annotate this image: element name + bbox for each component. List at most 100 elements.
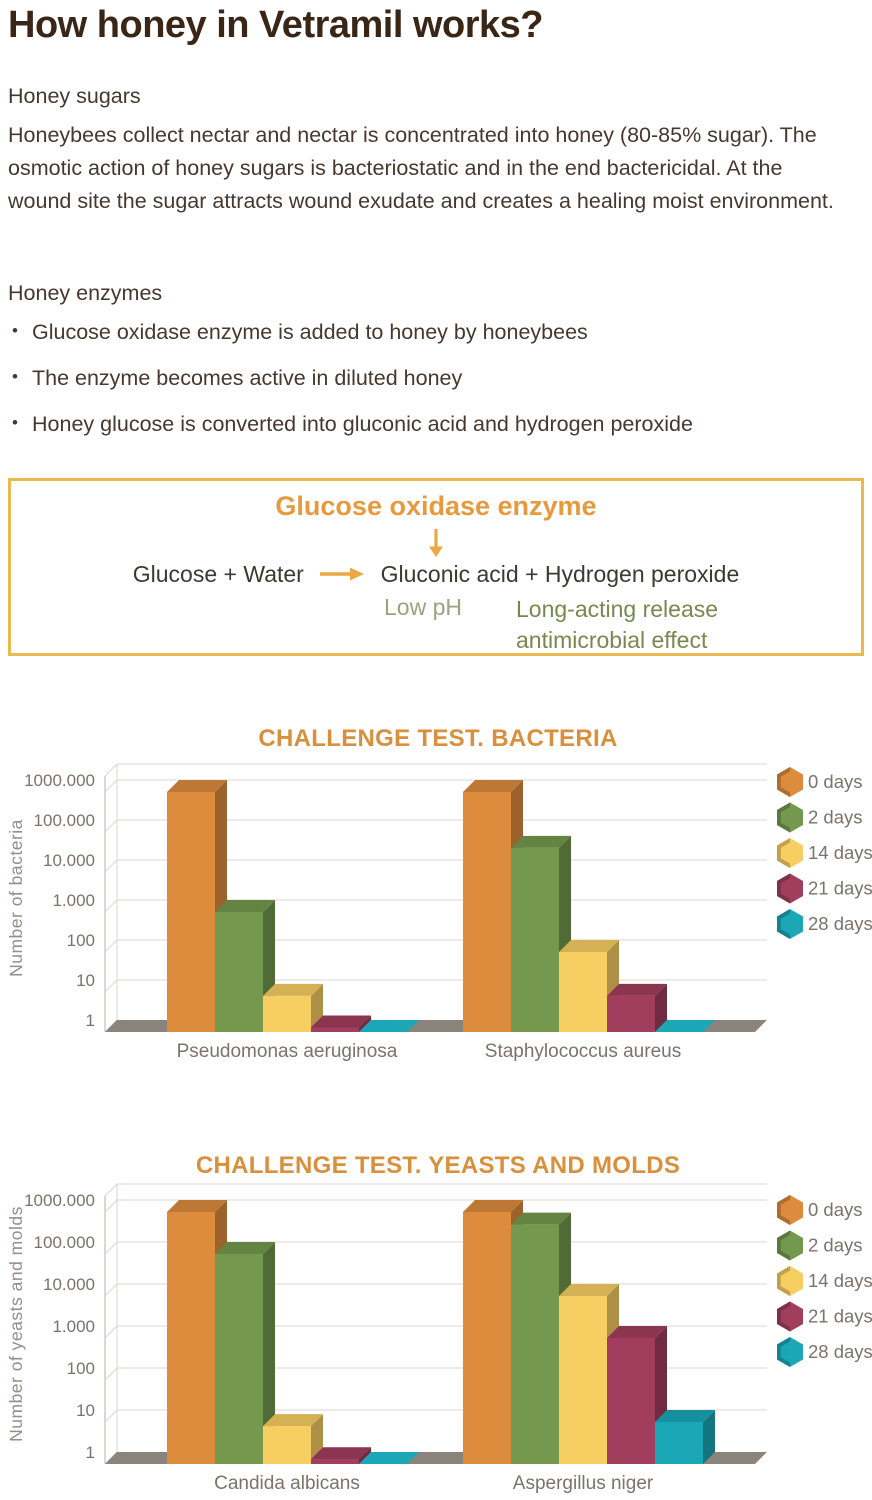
bar-side — [359, 1015, 371, 1032]
y-axis-label: Number of bacteria — [6, 819, 26, 977]
legend-swatch-shade — [777, 909, 790, 939]
legend-swatch-shade — [777, 1337, 790, 1367]
legend-label: 0 days — [808, 771, 863, 792]
legend-label: 2 days — [808, 807, 863, 828]
honey-sugars-heading: Honey sugars — [8, 84, 141, 108]
release-label: Long-acting release antimicrobial effect — [516, 596, 719, 653]
tick-connector — [104, 1199, 118, 1213]
bar — [511, 1224, 559, 1464]
bar — [263, 1426, 311, 1464]
reaction-products: Gluconic acid + Hydrogen peroxide — [380, 561, 740, 587]
category-label: Staphylococcus aureus — [485, 1041, 681, 1062]
bar-top — [215, 900, 275, 912]
bar-top — [215, 1242, 275, 1254]
bar — [263, 995, 311, 1032]
bar-top — [463, 1200, 523, 1212]
y-tick-label: 10.000 — [43, 851, 95, 870]
bullet-item: Honey glucose is converted into gluconic… — [8, 412, 838, 437]
tick-connector — [104, 939, 118, 953]
bar — [311, 1027, 359, 1032]
low-ph-label: Low pH — [384, 594, 462, 620]
bar — [311, 1459, 359, 1464]
honey-enzymes-list: Glucose oxidase enzyme is added to honey… — [8, 320, 838, 437]
bar — [559, 1296, 607, 1464]
right-arrow-icon — [320, 567, 365, 581]
chart-svg: 1000.000 100.000 10.000 1.000 100 10 1 Candida … — [6, 1152, 872, 1494]
bar — [463, 792, 511, 1032]
tick-connector — [104, 763, 118, 777]
bar-top — [167, 1200, 227, 1212]
honey-sugars-paragraph: Honeybees collect nectar and nectar is c… — [8, 123, 834, 213]
down-arrow-icon — [429, 529, 443, 557]
honey-enzymes-heading: Honey enzymes — [8, 281, 163, 305]
bullet-item: Glucose oxidase enzyme is added to honey… — [8, 320, 838, 345]
bar — [167, 1212, 215, 1464]
bar — [167, 792, 215, 1032]
bar-top — [511, 1212, 571, 1225]
y-tick-label: 100 — [67, 1359, 95, 1378]
honey-enzymes-section: Honey enzymes Glucose oxidase enzyme is … — [8, 281, 838, 458]
tick-connector — [104, 1183, 118, 1197]
category-label: Pseudomonas aeruginosa — [177, 1041, 398, 1062]
legend-swatch-shade — [777, 1301, 790, 1332]
bar-flat — [359, 1452, 419, 1464]
bar — [607, 995, 655, 1032]
chart-svg: 1000.000 100.000 10.000 1.000 100 10 1 Pseudomo… — [6, 725, 872, 1062]
tick-connector — [104, 1367, 118, 1381]
page-title: How honey in Vetramil works? — [8, 4, 544, 46]
y-tick-label: 100 — [67, 931, 95, 950]
bar-side — [703, 1410, 715, 1464]
tick-connector — [104, 1283, 118, 1297]
legend-label: 0 days — [808, 1199, 863, 1220]
bar — [215, 912, 263, 1032]
chart-bacteria: 1000.000 100.000 10.000 1.000 100 10 1 Pseudomo… — [0, 705, 872, 1077]
legend-swatch-shade — [777, 1230, 790, 1261]
legend-label: 21 days — [808, 1306, 872, 1327]
bar — [607, 1338, 655, 1464]
legend-swatch-shade — [777, 767, 790, 797]
bar-top — [263, 983, 323, 996]
y-tick-label: 100.000 — [34, 1233, 95, 1252]
bar-flat — [655, 1020, 715, 1032]
legend-swatch-shade — [777, 838, 790, 868]
tick-connector — [104, 899, 118, 913]
bar-top — [655, 1410, 715, 1422]
legend-label: 14 days — [808, 1270, 872, 1291]
reaction-box: Glucose oxidase enzyme Glucose + Water G… — [8, 478, 864, 656]
reaction-formula: Glucose + Water Gluconic acid + Hydrogen… — [11, 561, 861, 588]
bar — [511, 847, 559, 1032]
bar-flat — [359, 1020, 419, 1032]
tick-connector — [104, 819, 118, 833]
y-tick-label: 10 — [76, 1401, 95, 1420]
tick-connector — [104, 779, 118, 793]
legend-swatch-shade — [777, 873, 790, 904]
legend-label: 28 days — [808, 1341, 872, 1362]
legend-swatch-shade — [777, 802, 790, 833]
bar — [463, 1212, 511, 1464]
legend-label: 21 days — [808, 878, 872, 899]
chart-title: CHALLENGE TEST. YEASTS AND MOLDS — [196, 1152, 680, 1179]
honey-sugars-section: Honey sugars Honeybees collect nectar an… — [8, 84, 838, 218]
bar-side — [263, 1242, 275, 1464]
category-label: Candida albicans — [214, 1473, 360, 1494]
legend-swatch-shade — [777, 1195, 790, 1225]
tick-connector — [104, 859, 118, 873]
y-tick-label: 10 — [76, 971, 95, 990]
y-tick-label: 1.000 — [52, 1317, 95, 1336]
category-label: Aspergillus niger — [513, 1473, 654, 1494]
bar-top — [559, 1284, 619, 1296]
legend-label: 2 days — [808, 1235, 863, 1256]
bar-top — [463, 780, 523, 792]
y-tick-label: 1.000 — [52, 891, 95, 910]
bar — [655, 1422, 703, 1464]
bar-top — [607, 1326, 667, 1338]
bullet-item: The enzyme becomes active in diluted hon… — [8, 366, 838, 391]
y-tick-label: 1 — [86, 1443, 95, 1462]
bar — [215, 1254, 263, 1464]
legend-label: 14 days — [808, 842, 872, 863]
chart-yeasts-molds: 1000.000 100.000 10.000 1.000 100 10 1 Candida … — [0, 1135, 872, 1500]
y-tick-label: 10.000 — [43, 1275, 95, 1294]
bar-top — [311, 1015, 371, 1028]
reaction-box-title: Glucose oxidase enzyme — [275, 491, 597, 521]
